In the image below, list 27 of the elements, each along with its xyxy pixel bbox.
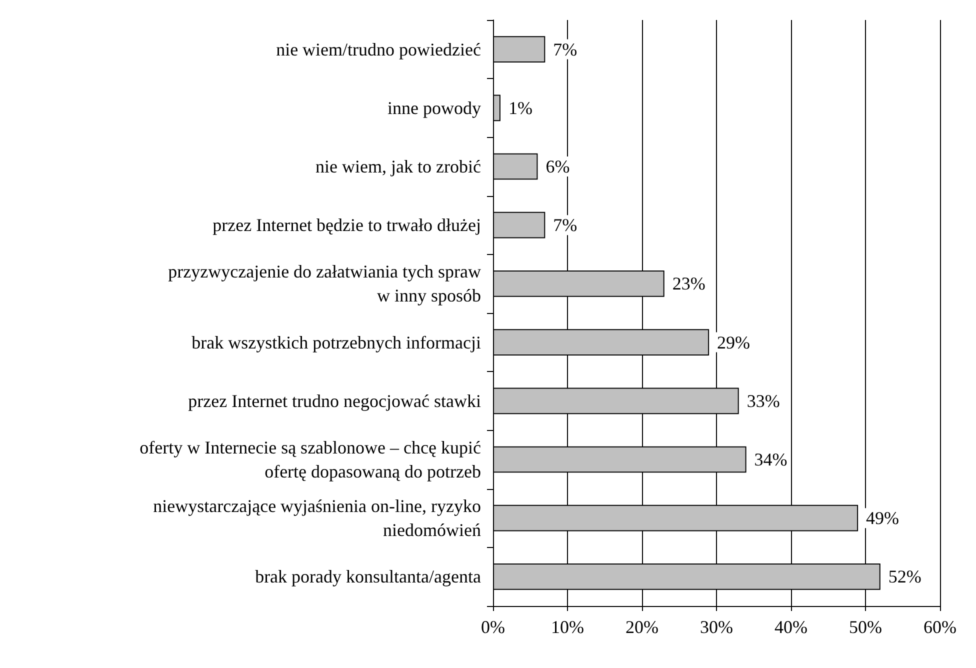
data-label: 23% (672, 274, 706, 294)
y-tick-label: oferty w Internecie są szablonowe – chcę kupić ofertę dopasowaną do potrzeb (140, 438, 481, 482)
data-label: 7% (553, 215, 578, 236)
x-tick-label: 0% (481, 617, 505, 637)
data-label: 29% (717, 332, 750, 352)
data-label: 49% (866, 508, 900, 528)
y-tick-label: brak porady konsultanta/agenta (255, 566, 481, 587)
data-label: 33% (746, 390, 780, 411)
x-tick-label: 20% (626, 617, 658, 637)
data-label: 1% (508, 98, 532, 118)
y-tick-label: przez Internet będzie to trwało dłużej (212, 215, 481, 236)
x-tick-label: 40% (774, 617, 808, 637)
y-tick-label: inne powody (388, 98, 481, 118)
y-tick-label: nie wiem/trudno powiedzieć (276, 39, 482, 60)
data-label: 52% (888, 566, 922, 587)
x-tick-label: 50% (849, 617, 882, 637)
x-tick-label: 60% (924, 617, 956, 637)
x-tick-label: 10% (551, 617, 584, 637)
y-tick-label: przyzwyczajenie do załatwiania tych spraw w inny sposób (168, 262, 481, 306)
y-tick-label: nie wiem, jak to zrobić (316, 156, 482, 176)
y-tick-label: niewystarczające wyjaśnienia on-line, ryzyko niedomówień (153, 496, 481, 540)
data-label: 6% (546, 156, 570, 176)
y-tick-label: przez Internet trudno negocjować stawki (188, 390, 481, 411)
x-tick-label: 30% (700, 617, 733, 637)
y-tick-label: brak wszystkich potrzebnych informacji (192, 332, 481, 352)
data-label: 7% (553, 39, 578, 60)
data-label: 34% (754, 450, 788, 470)
